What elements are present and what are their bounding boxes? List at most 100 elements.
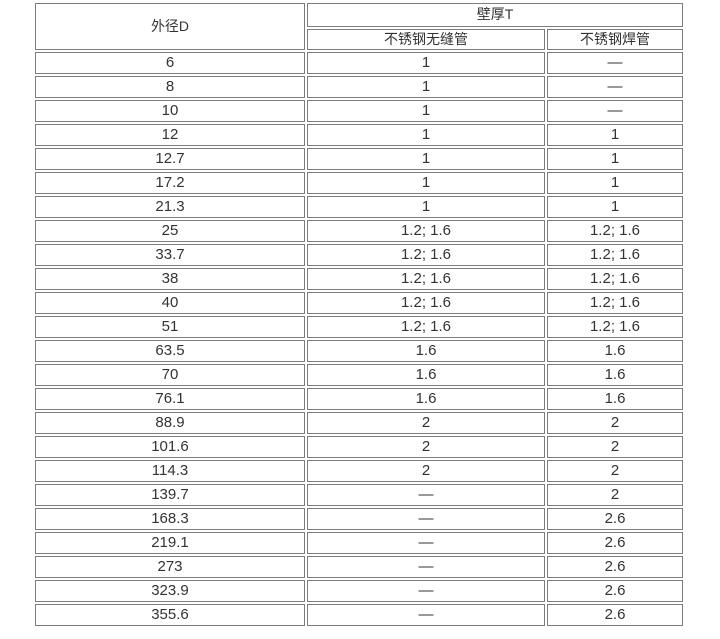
table-row: 40 1.2; 1.6 1.2; 1.6 (35, 292, 683, 314)
outer-diameter-cell: 25 (35, 220, 305, 242)
welded-thickness-cell: 1 (547, 148, 683, 170)
table-body: 6 1—8 1—10 1—12 1 1 12.7 1 1 17.2 1 1 21.3 1 1 25 1.2; 1… (35, 52, 683, 626)
table-row: 38 1.2; 1.6 1.2; 1.6 (35, 268, 683, 290)
table-row: 63.5 1.6 1.6 (35, 340, 683, 362)
seamless-thickness-cell: 1 (307, 196, 545, 218)
welded-thickness-cell: 1.6 (547, 388, 683, 410)
table-row: 168.3—2.6 (35, 508, 683, 530)
outer-diameter-cell: 88.9 (35, 412, 305, 434)
outer-diameter-cell: 6 (35, 52, 305, 74)
table-row: 10 1— (35, 100, 683, 122)
welded-thickness-cell: 1.2; 1.6 (547, 268, 683, 290)
welded-thickness-cell: 1.6 (547, 340, 683, 362)
outer-diameter-cell: 139.7 (35, 484, 305, 506)
welded-thickness-cell: 2.6 (547, 532, 683, 554)
seamless-thickness-cell: 1.2; 1.6 (307, 316, 545, 338)
table-row: 273—2.6 (35, 556, 683, 578)
seamless-thickness-cell: — (307, 532, 545, 554)
seamless-thickness-cell: 1.6 (307, 388, 545, 410)
seamless-thickness-cell: 1.2; 1.6 (307, 244, 545, 266)
table-header-row-sub: 不锈钢无缝管 不锈钢焊管 (35, 29, 683, 50)
outer-diameter-cell: 33.7 (35, 244, 305, 266)
table-row: 51 1.2; 1.6 1.2; 1.6 (35, 316, 683, 338)
outer-diameter-cell: 10 (35, 100, 305, 122)
welded-thickness-cell: 1.2; 1.6 (547, 220, 683, 242)
seamless-thickness-cell: 1 (307, 124, 545, 146)
table-row: 70 1.6 1.6 (35, 364, 683, 386)
welded-thickness-cell: 1.2; 1.6 (547, 316, 683, 338)
header-welded-pipe: 不锈钢焊管 (547, 29, 683, 50)
outer-diameter-cell: 101.6 (35, 436, 305, 458)
outer-diameter-cell: 12.7 (35, 148, 305, 170)
seamless-thickness-cell: 1 (307, 148, 545, 170)
outer-diameter-cell: 38 (35, 268, 305, 290)
outer-diameter-cell: 40 (35, 292, 305, 314)
welded-thickness-cell: 2.6 (547, 556, 683, 578)
outer-diameter-cell: 323.9 (35, 580, 305, 602)
table-row: 355.6—2.6 (35, 604, 683, 626)
outer-diameter-cell: 273 (35, 556, 305, 578)
seamless-thickness-cell: 1.6 (307, 340, 545, 362)
welded-thickness-cell: 1 (547, 124, 683, 146)
table-row: 88.9 2 2 (35, 412, 683, 434)
seamless-thickness-cell: — (307, 580, 545, 602)
outer-diameter-cell: 21.3 (35, 196, 305, 218)
seamless-thickness-cell: 1.6 (307, 364, 545, 386)
table-row: 17.2 1 1 (35, 172, 683, 194)
table-row: 76.1 1.6 1.6 (35, 388, 683, 410)
seamless-thickness-cell: 1.2; 1.6 (307, 292, 545, 314)
table-row: 114.3 2 2 (35, 460, 683, 482)
seamless-thickness-cell: 1 (307, 52, 545, 74)
table-row: 139.7—2 (35, 484, 683, 506)
seamless-thickness-cell: — (307, 604, 545, 626)
pipe-wall-thickness-table: 外径D 壁厚T 不锈钢无缝管 不锈钢焊管 6 1—8 1—10 1—12 1 1 12.7 1… (33, 1, 685, 628)
outer-diameter-cell: 70 (35, 364, 305, 386)
outer-diameter-cell: 114.3 (35, 460, 305, 482)
welded-thickness-cell: 1.2; 1.6 (547, 292, 683, 314)
seamless-thickness-cell: — (307, 556, 545, 578)
table-row: 25 1.2; 1.6 1.2; 1.6 (35, 220, 683, 242)
welded-thickness-cell: — (547, 76, 683, 98)
welded-thickness-cell: 2 (547, 484, 683, 506)
outer-diameter-cell: 76.1 (35, 388, 305, 410)
seamless-thickness-cell: — (307, 508, 545, 530)
seamless-thickness-cell: 1 (307, 100, 545, 122)
table-row: 8 1— (35, 76, 683, 98)
seamless-thickness-cell: 1 (307, 76, 545, 98)
welded-thickness-cell: — (547, 100, 683, 122)
welded-thickness-cell: 2 (547, 436, 683, 458)
seamless-thickness-cell: 1 (307, 172, 545, 194)
welded-thickness-cell: — (547, 52, 683, 74)
outer-diameter-cell: 12 (35, 124, 305, 146)
table-header-row-group: 外径D 壁厚T (35, 3, 683, 50)
outer-diameter-cell: 219.1 (35, 532, 305, 554)
welded-thickness-cell: 2 (547, 412, 683, 434)
table-header: 外径D 壁厚T 不锈钢无缝管 不锈钢焊管 (35, 3, 683, 50)
welded-thickness-cell: 2.6 (547, 604, 683, 626)
outer-diameter-cell: 355.6 (35, 604, 305, 626)
welded-thickness-cell: 2 (547, 460, 683, 482)
table-row: 12 1 1 (35, 124, 683, 146)
seamless-thickness-cell: 2 (307, 436, 545, 458)
welded-thickness-cell: 1 (547, 196, 683, 218)
outer-diameter-cell: 17.2 (35, 172, 305, 194)
seamless-thickness-cell: 2 (307, 460, 545, 482)
header-wall-thickness-group: 壁厚T (307, 3, 683, 27)
table-row: 6 1— (35, 52, 683, 74)
outer-diameter-cell: 8 (35, 76, 305, 98)
header-outer-diameter: 外径D (35, 3, 305, 50)
seamless-thickness-cell: 1.2; 1.6 (307, 268, 545, 290)
outer-diameter-cell: 51 (35, 316, 305, 338)
outer-diameter-cell: 63.5 (35, 340, 305, 362)
welded-thickness-cell: 1.2; 1.6 (547, 244, 683, 266)
seamless-thickness-cell: — (307, 484, 545, 506)
seamless-thickness-cell: 1.2; 1.6 (307, 220, 545, 242)
table-row: 12.7 1 1 (35, 148, 683, 170)
welded-thickness-cell: 1 (547, 172, 683, 194)
table-row: 219.1—2.6 (35, 532, 683, 554)
header-seamless-pipe: 不锈钢无缝管 (307, 29, 545, 50)
table-row: 21.3 1 1 (35, 196, 683, 218)
outer-diameter-cell: 168.3 (35, 508, 305, 530)
welded-thickness-cell: 2.6 (547, 580, 683, 602)
seamless-thickness-cell: 2 (307, 412, 545, 434)
